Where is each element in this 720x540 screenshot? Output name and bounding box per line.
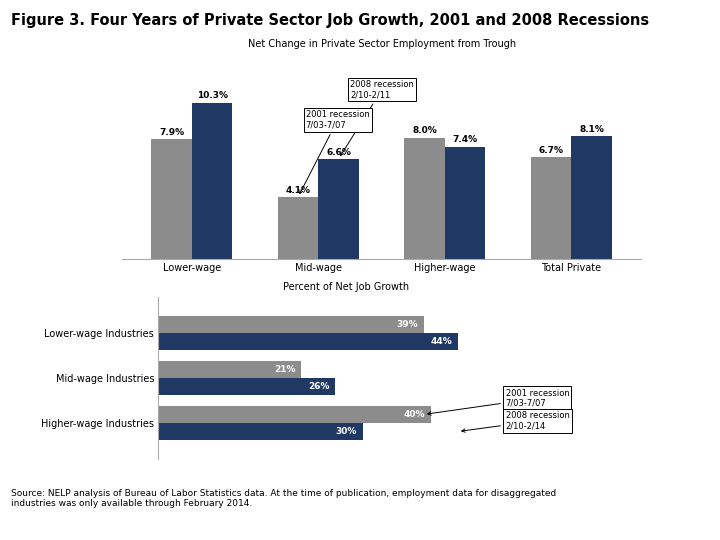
Text: 39%: 39% — [397, 320, 418, 329]
Text: 2008 recession
2/10-2/14: 2008 recession 2/10-2/14 — [462, 411, 570, 432]
Title: Percent of Net Job Growth: Percent of Net Job Growth — [282, 282, 409, 292]
Bar — [278, 197, 318, 259]
Bar — [318, 159, 359, 259]
Text: 2001 recession
7/03-7/07: 2001 recession 7/03-7/07 — [428, 389, 570, 415]
Text: 4.1%: 4.1% — [286, 186, 310, 194]
Text: 10.3%: 10.3% — [197, 91, 228, 100]
Title: Net Change in Private Sector Employment from Trough: Net Change in Private Sector Employment … — [248, 39, 516, 49]
Text: 6.6%: 6.6% — [326, 147, 351, 157]
Text: 26%: 26% — [308, 382, 330, 391]
Bar — [158, 333, 458, 350]
Bar — [158, 406, 431, 423]
Text: Figure 3. Four Years of Private Sector Job Growth, 2001 and 2008 Recessions: Figure 3. Four Years of Private Sector J… — [11, 14, 649, 29]
Bar — [158, 361, 302, 378]
Bar — [151, 139, 192, 259]
Text: 7.9%: 7.9% — [159, 128, 184, 137]
Bar — [405, 138, 445, 259]
Text: Source: NELP analysis of Bureau of Labor Statistics data. At the time of publica: Source: NELP analysis of Bureau of Labor… — [11, 489, 556, 508]
Bar — [158, 316, 424, 333]
Bar — [571, 136, 612, 259]
Text: 6.7%: 6.7% — [539, 146, 564, 155]
Text: 40%: 40% — [404, 410, 426, 419]
Bar — [531, 157, 571, 259]
Text: 8.0%: 8.0% — [413, 126, 437, 136]
Bar — [158, 378, 336, 395]
Bar — [445, 147, 485, 259]
Text: 7.4%: 7.4% — [452, 136, 477, 144]
Text: 44%: 44% — [431, 337, 452, 346]
Text: 8.1%: 8.1% — [579, 125, 604, 134]
Text: 2008 recession
2/10-2/11: 2008 recession 2/10-2/11 — [341, 80, 414, 156]
Bar — [192, 103, 233, 259]
Text: 30%: 30% — [336, 427, 357, 436]
Text: 2001 recession
7/03-7/07: 2001 recession 7/03-7/07 — [300, 110, 369, 193]
Text: 21%: 21% — [274, 365, 296, 374]
Bar — [158, 423, 363, 440]
